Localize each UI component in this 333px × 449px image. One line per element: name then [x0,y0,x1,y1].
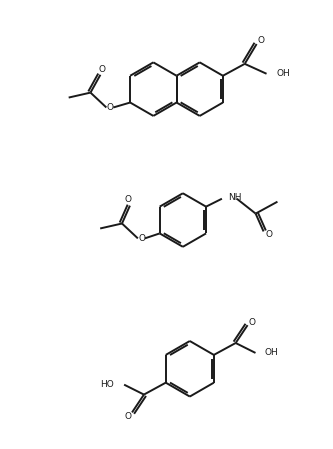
Text: OH: OH [264,348,278,357]
Text: O: O [257,35,264,44]
Text: O: O [99,65,106,74]
Text: O: O [138,234,145,243]
Text: NH: NH [228,193,241,202]
Text: O: O [265,230,272,239]
Text: HO: HO [101,380,114,389]
Text: OH: OH [276,69,290,78]
Text: O: O [125,195,132,204]
Text: O: O [248,318,255,327]
Text: O: O [107,103,114,112]
Text: O: O [125,412,132,421]
